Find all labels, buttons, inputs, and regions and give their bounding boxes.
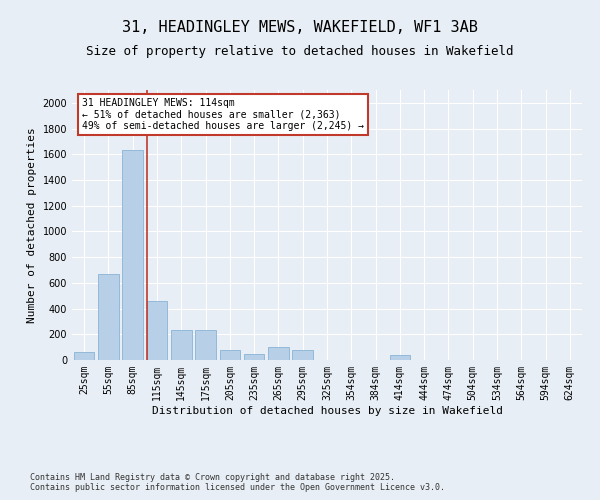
Text: 31, HEADINGLEY MEWS, WAKEFIELD, WF1 3AB: 31, HEADINGLEY MEWS, WAKEFIELD, WF1 3AB (122, 20, 478, 35)
Y-axis label: Number of detached properties: Number of detached properties (27, 127, 37, 323)
Bar (74, 352, 94, 360)
Bar (292, 350, 313, 360)
Text: Contains HM Land Registry data © Crown copyright and database right 2025.
Contai: Contains HM Land Registry data © Crown c… (30, 473, 445, 492)
Bar (195, 330, 216, 360)
Bar (220, 350, 240, 360)
Bar (171, 330, 191, 360)
Bar (146, 301, 167, 360)
Text: Size of property relative to detached houses in Wakefield: Size of property relative to detached ho… (86, 45, 514, 58)
Bar (98, 274, 119, 360)
X-axis label: Distribution of detached houses by size in Wakefield: Distribution of detached houses by size … (151, 406, 503, 415)
Bar (244, 354, 265, 360)
Text: 31 HEADINGLEY MEWS: 114sqm
← 51% of detached houses are smaller (2,363)
49% of s: 31 HEADINGLEY MEWS: 114sqm ← 51% of deta… (82, 98, 364, 132)
Bar (268, 347, 289, 360)
Bar (122, 150, 143, 360)
Bar (389, 355, 410, 360)
